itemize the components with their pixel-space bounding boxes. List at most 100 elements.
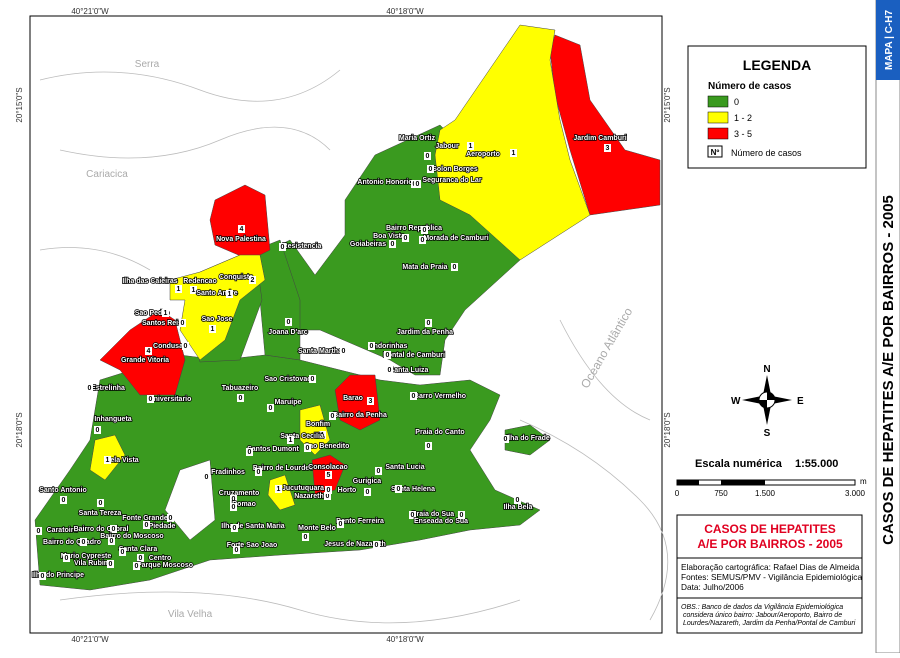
place-label: Cariacica: [86, 169, 128, 180]
compass-e: E: [797, 396, 804, 407]
neighborhood-name: Nazareth: [294, 493, 324, 500]
case-count: 0: [281, 244, 285, 251]
case-box: [375, 467, 382, 475]
case-box: [35, 527, 42, 535]
neighborhood-name: Ilha Bela: [504, 504, 533, 511]
neighborhood-name: Bairro do Moscoso: [100, 533, 163, 540]
case-box: [238, 225, 245, 233]
case-count: 0: [427, 443, 431, 450]
legend-label: 3 - 5: [734, 129, 752, 139]
neighborhood-name: Sao Cristovao: [264, 376, 311, 383]
case-count: 0: [339, 521, 343, 528]
case-box: [510, 149, 517, 157]
neighborhood-name: Ilha de Santa Maria: [221, 523, 285, 530]
case-count: 0: [397, 486, 401, 493]
case-box: [279, 243, 286, 251]
sidebar-title: CASOS DE HEPATITES A/E POR BAIRROS - 200…: [880, 195, 897, 545]
case-count: 1: [469, 143, 473, 150]
neighborhood-name: Aeroporto: [466, 151, 500, 158]
compass-n: N: [763, 364, 770, 375]
neighborhood-name: Solon Borges: [432, 166, 478, 173]
legend-subtitle: Número de casos: [708, 81, 792, 92]
neighborhood-areas: [34, 24, 661, 591]
case-box: [304, 444, 311, 452]
case-count: 1: [512, 150, 516, 157]
case-count: 0: [342, 348, 346, 355]
case-box: [108, 537, 115, 545]
legend-panel: LEGENDA Número de casos Nº Número de cas…: [687, 45, 867, 169]
case-box: [287, 436, 294, 444]
neighborhood-name: Bairro de Lourdes: [253, 465, 313, 472]
neighborhood-name: Sao Benedito: [305, 443, 350, 450]
case-count: 3: [369, 398, 373, 405]
neighborhood-name: Cruzamento: [219, 490, 259, 497]
coord-label: 40°18'0"W: [386, 7, 424, 16]
case-box: [409, 511, 416, 519]
case-count: 1: [289, 437, 293, 444]
coord-label: 40°21'0"W: [71, 635, 109, 644]
neighborhood-name: Tabuazeiro: [222, 385, 258, 392]
case-box: [233, 546, 240, 554]
neighborhood-name: Ilha do Principe: [32, 572, 84, 579]
title-box-title: CASOS DE HEPATITES A/E POR BAIRROS - 2005: [697, 522, 843, 551]
case-count: 0: [121, 549, 125, 556]
case-count: 0: [427, 320, 431, 327]
case-box: [364, 488, 371, 496]
case-box: [119, 548, 126, 556]
case-count: 0: [306, 445, 310, 452]
case-count: 0: [375, 542, 379, 549]
case-box: [414, 180, 421, 188]
neighborhood-name: Maruipe: [275, 399, 302, 406]
case-count: 0: [149, 396, 153, 403]
legend-symbol-box: [707, 145, 723, 158]
sidebar: MAPA | C-H7 CASOS DE HEPATITES A/E POR B…: [875, 0, 900, 654]
neighborhood-name: Santa Helena: [391, 486, 435, 493]
case-count: 0: [62, 497, 66, 504]
case-box: [384, 351, 391, 359]
neighborhood-name: Boa Vista: [373, 233, 405, 240]
case-count: 0: [411, 512, 415, 519]
neighborhood-name: Forte Sao Joao: [227, 542, 278, 549]
neighborhood-name: Bairro do Quadro: [43, 539, 101, 546]
neighborhood-name: Ilha das Caieiras: [122, 278, 177, 285]
credit-line: Elaboração cartográfica: Rafael Dias de …: [681, 562, 860, 572]
neighborhood-name: Santo Andre: [196, 290, 237, 297]
legend-swatch: [707, 95, 729, 108]
neighborhood-name: Condusa: [153, 343, 183, 350]
case-count: 0: [239, 395, 243, 402]
neighborhood-name: Fradinhos: [211, 469, 245, 476]
case-count: 0: [331, 413, 335, 420]
coord-label: 20°18'0"S: [15, 412, 24, 447]
neighborhood-name: Vila Rubim: [74, 560, 110, 567]
neighborhood-name: Pontal de Camburi: [383, 352, 445, 359]
case-box: [209, 325, 216, 333]
case-box: [373, 541, 380, 549]
case-box: [451, 263, 458, 271]
case-box: [514, 496, 521, 504]
case-box: [175, 285, 182, 293]
case-count: 0: [429, 166, 433, 173]
case-count: 0: [386, 352, 390, 359]
case-count: 0: [65, 555, 69, 562]
scale-unit: m: [860, 477, 867, 486]
neighborhood-name: Jardim da Penha: [397, 329, 453, 336]
case-box: [237, 394, 244, 402]
case-box: [427, 165, 434, 173]
case-count: 0: [139, 555, 143, 562]
case-box: [231, 524, 238, 532]
sidebar-code: MAPA | C-H7: [884, 10, 895, 70]
scale-label: Escala numérica: [695, 458, 783, 470]
case-box: [425, 442, 432, 450]
neighborhood-name: Jesus de Nazareth: [324, 541, 385, 548]
case-count: 0: [88, 385, 92, 392]
case-count: 0: [311, 376, 315, 383]
neighborhood-name: Goiabeiras: [350, 241, 386, 248]
case-box: [94, 426, 101, 434]
scale-tick: 0: [675, 489, 680, 498]
case-box: [302, 533, 309, 541]
neighborhood-name: Santa Martha: [298, 348, 342, 355]
case-box: [324, 492, 331, 500]
case-box: [230, 495, 237, 503]
case-box: [137, 554, 144, 562]
